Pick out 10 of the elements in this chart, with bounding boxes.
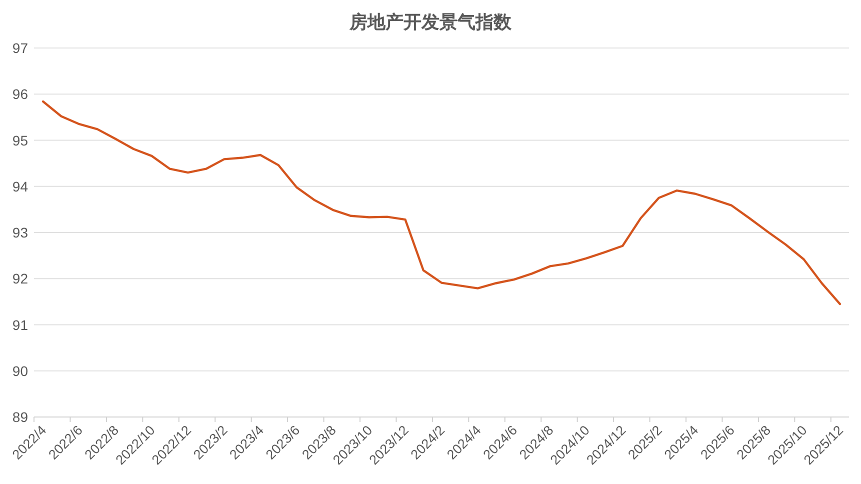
- y-tick-label: 90: [12, 362, 28, 379]
- y-tick-label: 96: [12, 86, 28, 102]
- y-tick-label: 93: [12, 224, 28, 240]
- title: 房地产开发景气指数: [350, 12, 512, 32]
- y-tick-label: 94: [12, 178, 28, 194]
- y-tick-label: 97: [12, 40, 28, 56]
- y-tick-label: 89: [12, 409, 28, 425]
- y-tick-label: 95: [12, 132, 28, 148]
- y-tick-label: 91: [12, 316, 28, 333]
- y-tick-label: 92: [12, 270, 28, 287]
